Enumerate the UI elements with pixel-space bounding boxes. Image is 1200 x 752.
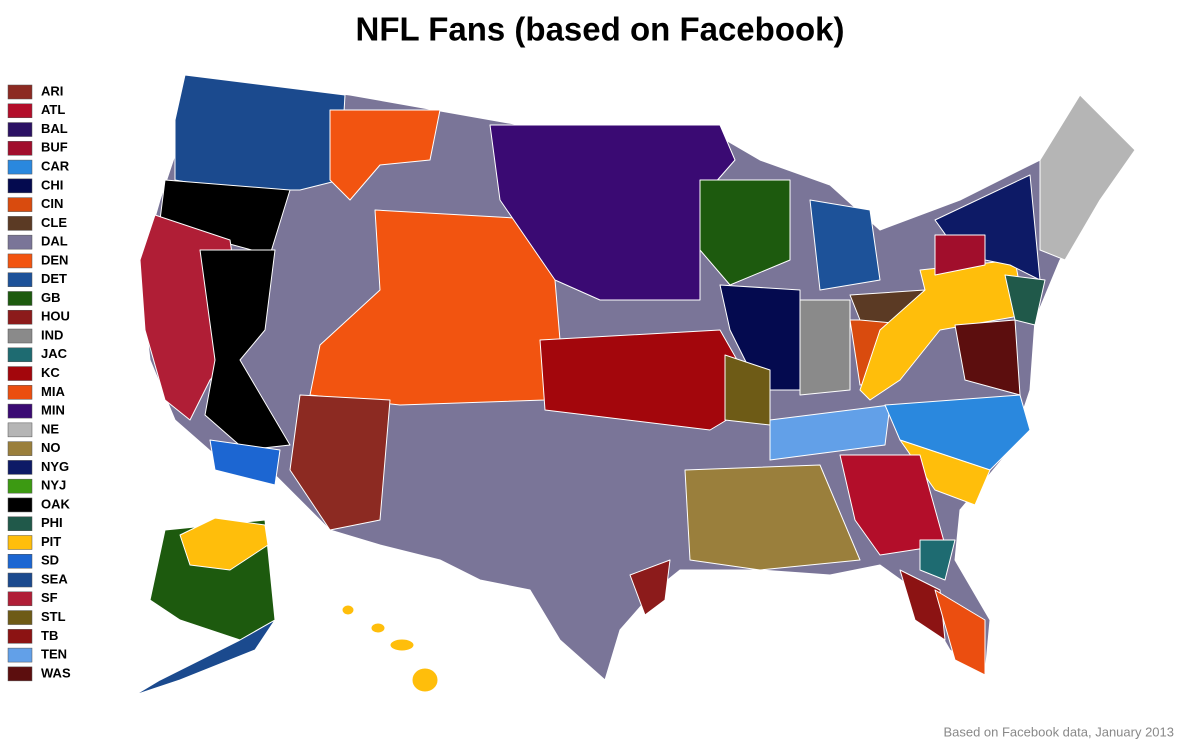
legend-swatch xyxy=(7,497,33,513)
legend-swatch xyxy=(7,385,33,400)
legend-label: SD xyxy=(41,553,59,568)
region xyxy=(629,559,671,616)
legend-label: ATL xyxy=(41,102,65,117)
legend-swatch xyxy=(7,328,33,344)
legend-label: NYG xyxy=(41,459,69,474)
legend-label: TEN xyxy=(41,647,67,662)
legend: ARI ATL BAL BUF CAR CHI CIN CLE DAL DEN DET GB HOU IN… xyxy=(7,83,71,682)
legend-label: PIT xyxy=(41,534,61,549)
legend-swatch xyxy=(7,141,33,156)
legend-swatch xyxy=(7,441,33,456)
region xyxy=(329,109,441,201)
legend-swatch xyxy=(7,84,33,100)
region xyxy=(884,394,1031,471)
legend-swatch xyxy=(7,216,33,231)
legend-label: TB xyxy=(41,628,58,643)
region xyxy=(919,539,956,581)
legend-swatch xyxy=(7,234,33,250)
legend-label: PHI xyxy=(41,515,63,530)
legend-label: NYJ xyxy=(41,478,66,493)
legend-label: WAS xyxy=(41,665,71,680)
legend-label: DEN xyxy=(41,252,68,267)
region xyxy=(769,404,891,461)
legend-swatch xyxy=(7,272,33,287)
region xyxy=(179,517,269,571)
legend-label: NO xyxy=(41,440,61,455)
legend-swatch xyxy=(7,460,33,475)
legend-label: CAR xyxy=(41,159,70,174)
region xyxy=(159,179,291,256)
region xyxy=(370,622,386,634)
legend-swatch xyxy=(7,554,33,569)
footnote: Based on Facebook data, January 2013 xyxy=(943,724,1174,739)
legend-label: ARI xyxy=(41,83,63,98)
legend-swatch xyxy=(7,629,33,644)
region xyxy=(1004,274,1046,326)
region xyxy=(489,124,736,301)
region xyxy=(341,604,355,616)
map-title: NFL Fans (based on Facebook) xyxy=(356,11,845,48)
region xyxy=(134,619,276,696)
region xyxy=(174,74,346,191)
legend-label: OAK xyxy=(41,496,71,511)
legend-swatch xyxy=(7,535,33,550)
legend-label: SEA xyxy=(41,571,68,586)
legend-label: BUF xyxy=(41,140,68,155)
legend-label: DAL xyxy=(41,234,68,249)
legend-swatch xyxy=(7,591,33,607)
legend-label: MIA xyxy=(41,384,65,399)
legend-swatch xyxy=(7,516,33,531)
legend-swatch xyxy=(7,253,33,269)
legend-swatch xyxy=(7,159,33,175)
legend-swatch xyxy=(7,647,33,663)
legend-label: GB xyxy=(41,290,61,305)
legend-label: CHI xyxy=(41,177,63,192)
legend-label: CIN xyxy=(41,196,63,211)
region xyxy=(719,284,801,391)
region xyxy=(199,249,291,451)
legend-label: SF xyxy=(41,590,58,605)
region xyxy=(684,464,861,571)
region xyxy=(809,199,881,291)
legend-swatch xyxy=(7,309,33,325)
legend-swatch xyxy=(7,291,33,306)
legend-label: KC xyxy=(41,365,60,380)
legend-swatch xyxy=(7,666,33,682)
legend-swatch xyxy=(7,178,33,194)
region xyxy=(839,454,946,556)
legend-swatch xyxy=(7,197,33,212)
legend-label: HOU xyxy=(41,309,70,324)
region xyxy=(289,394,391,531)
legend-label: BAL xyxy=(41,121,68,136)
region xyxy=(934,589,986,676)
map-regions xyxy=(134,74,1136,696)
legend-swatch xyxy=(7,103,33,119)
region xyxy=(799,299,851,396)
region xyxy=(389,638,415,652)
legend-swatch xyxy=(7,478,33,494)
region xyxy=(699,179,791,286)
legend-label: DET xyxy=(41,271,67,286)
hawaii xyxy=(341,604,439,693)
legend-label: STL xyxy=(41,609,66,624)
region xyxy=(209,439,281,486)
region xyxy=(1039,94,1136,261)
legend-swatch xyxy=(7,572,33,588)
legend-swatch xyxy=(7,610,33,625)
region xyxy=(411,667,439,693)
region xyxy=(934,234,986,276)
legend-swatch xyxy=(7,403,33,419)
legend-label: MIN xyxy=(41,403,65,418)
legend-swatch xyxy=(7,422,33,438)
legend-swatch xyxy=(7,122,33,137)
legend-swatch xyxy=(7,366,33,381)
legend-label: CLE xyxy=(41,215,67,230)
legend-label: JAC xyxy=(41,346,68,361)
region xyxy=(899,569,946,641)
legend-swatch xyxy=(7,347,33,363)
legend-label: NE xyxy=(41,421,59,436)
legend-label: IND xyxy=(41,327,63,342)
